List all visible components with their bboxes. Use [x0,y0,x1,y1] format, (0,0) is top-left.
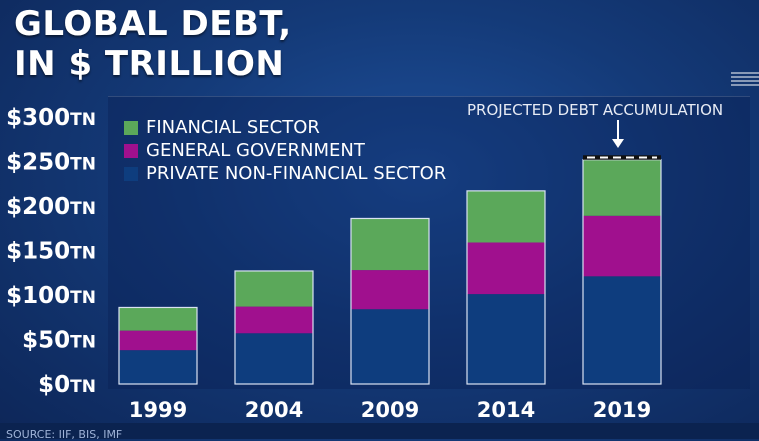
legend-label-private: PRIVATE NON-FINANCIAL SECTOR [146,163,447,184]
legend-swatch-private [124,166,138,181]
y-tick-label-2: $100TN [6,283,96,309]
x-tick-label-1999: 1999 [129,398,187,422]
x-tick-label-2009: 2009 [361,398,419,422]
decorative-stripes [731,72,759,86]
bar-financial-2009 [351,218,429,271]
legend-item-private: PRIVATE NON-FINANCIAL SECTOR [124,162,446,185]
legend-swatch-government [124,143,138,158]
chart-title: GLOBAL DEBT, IN $ TRILLION [14,4,292,84]
bar-private-2009 [351,309,429,384]
bar-government-2014 [467,242,545,295]
x-tick-label-2004: 2004 [245,398,303,422]
bar-government-2009 [351,270,429,310]
projected-debt-annotation: PROJECTED DEBT ACCUMULATION [467,101,724,119]
bar-government-2019 [583,215,661,277]
title-line-1: GLOBAL DEBT, [14,4,292,44]
projected-segment [583,155,661,160]
y-tick-label-1: $50TN [22,328,96,354]
bar-financial-2019 [583,159,661,216]
title-line-2: IN $ TRILLION [14,44,285,84]
x-tick-label-2014: 2014 [477,398,535,422]
legend-label-government: GENERAL GOVERNMENT [146,140,365,161]
bar-government-2004 [235,306,313,334]
annotation-arrow-head [612,139,624,148]
legend-item-government: GENERAL GOVERNMENT [124,139,446,162]
bar-private-2019 [583,276,661,384]
bar-private-1999 [119,350,197,384]
x-tick-label-2019: 2019 [593,398,651,422]
bar-financial-2014 [467,190,545,243]
legend-item-financial: FINANCIAL SECTOR [124,116,446,139]
legend-label-financial: FINANCIAL SECTOR [146,117,320,138]
footer-bar [0,423,759,439]
bar-outline-2004 [234,270,314,385]
bar-financial-1999 [119,307,197,331]
bar-outline-1999 [118,306,198,385]
y-tick-label-6: $300TN [6,105,96,131]
y-tick-label-3: $150TN [6,239,96,265]
bar-outline-2009 [350,217,430,385]
bar-private-2004 [235,333,313,384]
legend-swatch-financial [124,120,138,135]
source-note: SOURCE: IIF, BIS, IMF [6,428,123,441]
y-tick-label-5: $250TN [6,150,96,176]
bar-financial-2004 [235,270,313,307]
y-tick-label-4: $200TN [6,194,96,220]
y-tick-label-0: $0TN [38,372,96,398]
bar-outline-2014 [466,190,546,385]
bar-government-1999 [119,330,197,351]
legend: FINANCIAL SECTOR GENERAL GOVERNMENT PRIV… [124,116,446,185]
bar-private-2014 [467,294,545,384]
